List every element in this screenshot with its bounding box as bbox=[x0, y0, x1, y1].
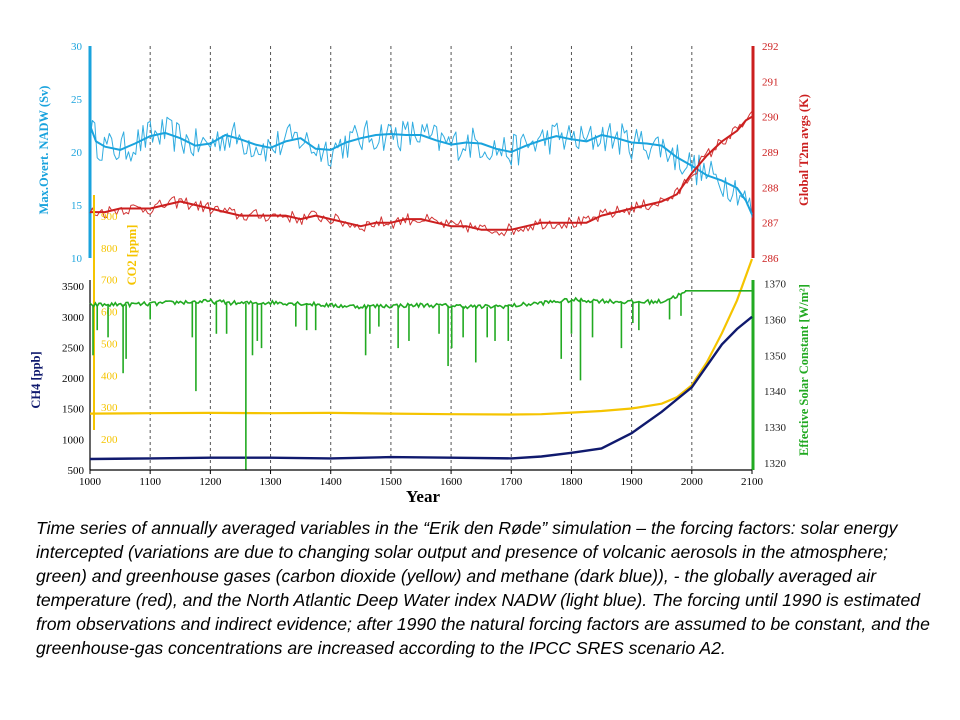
ch4-line bbox=[89, 315, 753, 461]
co2-tick-label: 200 bbox=[101, 434, 118, 446]
temperature-tick-label: 291 bbox=[762, 76, 779, 88]
nadw-tick-label: 10 bbox=[71, 253, 83, 265]
nadw-tick-label: 20 bbox=[71, 147, 83, 159]
ch4-series bbox=[89, 315, 753, 461]
x-axis-title: Year bbox=[406, 487, 440, 506]
solar-tick-label: 1340 bbox=[764, 386, 787, 398]
nadw-tick-label: 25 bbox=[71, 94, 83, 106]
x-tick-label: 1400 bbox=[320, 476, 343, 488]
x-tick-label: 1900 bbox=[621, 476, 644, 488]
temperature-axis-label: Global T2m avgs (K) bbox=[797, 94, 811, 206]
solar-tick-label: 1370 bbox=[764, 279, 787, 291]
x-tick-label: 1000 bbox=[79, 476, 102, 488]
temperature-tick-label: 292 bbox=[762, 41, 779, 53]
x-tick-label: 1500 bbox=[380, 476, 403, 488]
x-tick-label: 1300 bbox=[260, 476, 283, 488]
co2-axis-label: CO2 [ppm] bbox=[125, 225, 139, 286]
ch4-tick-label: 1500 bbox=[62, 404, 85, 416]
ch4-tick-label: 2500 bbox=[62, 342, 85, 354]
x-tick-label: 1200 bbox=[199, 476, 222, 488]
temperature-tick-label: 290 bbox=[762, 112, 779, 124]
co2-tick-label: 300 bbox=[101, 402, 118, 414]
ch4-axis: CH4 [ppb] 500 1000 1500 2000 2500 3000 3500 bbox=[29, 280, 91, 477]
nadw-axis-label: Max.Overt. NADW (Sv) bbox=[37, 86, 51, 215]
nadw-annual-line bbox=[89, 116, 753, 218]
temperature-tick-label: 289 bbox=[762, 147, 779, 159]
co2-tick-label: 600 bbox=[101, 307, 118, 319]
solar-series bbox=[89, 290, 752, 470]
nadw-tick-label: 30 bbox=[71, 41, 83, 53]
ch4-tick-label: 1000 bbox=[62, 434, 85, 446]
x-tick-label: 2100 bbox=[741, 476, 764, 488]
co2-tick-label: 500 bbox=[101, 338, 118, 350]
x-tick-label: 1700 bbox=[500, 476, 523, 488]
co2-tick-label: 900 bbox=[101, 211, 118, 223]
top-panel: Max.Overt. NADW (Sv) 10 15 20 25 30 Global T… bbox=[37, 41, 811, 265]
co2-axis: CO2 [ppm] 200 300 400 500 600 700 800 900 bbox=[93, 195, 139, 446]
ch4-tick-label: 500 bbox=[68, 465, 85, 477]
x-tick-label: 1800 bbox=[560, 476, 583, 488]
solar-tick-label: 1360 bbox=[764, 314, 787, 326]
solar-axis-label: Effective Solar Constant [W/m²] bbox=[797, 284, 811, 456]
co2-line bbox=[89, 258, 754, 416]
temperature-series bbox=[89, 110, 753, 237]
grid-lines bbox=[149, 46, 693, 470]
co2-tick-label: 400 bbox=[101, 370, 118, 382]
climate-forcing-chart: Max.Overt. NADW (Sv) 10 15 20 25 30 Global T… bbox=[29, 41, 811, 506]
nadw-smoothed-line bbox=[89, 125, 753, 215]
co2-tick-label: 800 bbox=[101, 243, 118, 255]
solar-tick-label: 1350 bbox=[764, 350, 787, 362]
solar-axis: Effective Solar Constant [W/m²] 1320 1330… bbox=[751, 279, 811, 470]
solar-line bbox=[89, 290, 752, 311]
x-tick-label: 2000 bbox=[681, 476, 704, 488]
co2-series bbox=[89, 258, 754, 416]
x-axis: Year 1000 1100 1200 1300 1400 1500 1600 1700 180… bbox=[79, 469, 764, 506]
co2-tick-label: 700 bbox=[101, 275, 118, 287]
ch4-tick-label: 3500 bbox=[62, 281, 85, 293]
temperature-tick-label: 287 bbox=[762, 218, 779, 230]
ch4-axis-label: CH4 [ppb] bbox=[29, 351, 43, 408]
solar-tick-label: 1330 bbox=[764, 422, 787, 434]
temperature-axis: Global T2m avgs (K) 286 287 288 289 290 291 29… bbox=[751, 41, 811, 265]
temperature-tick-label: 286 bbox=[762, 253, 779, 265]
figure-caption: Time series of annually averaged variabl… bbox=[36, 518, 930, 658]
temperature-tick-label: 288 bbox=[762, 182, 779, 194]
solar-tick-label: 1320 bbox=[764, 458, 787, 470]
ch4-tick-label: 3000 bbox=[62, 312, 85, 324]
nadw-tick-label: 15 bbox=[71, 200, 83, 212]
x-tick-label: 1100 bbox=[139, 476, 161, 488]
ch4-tick-label: 2000 bbox=[62, 373, 85, 385]
nadw-series bbox=[89, 116, 753, 218]
nadw-axis: Max.Overt. NADW (Sv) 10 15 20 25 30 bbox=[37, 41, 92, 265]
temperature-smoothed-line bbox=[90, 115, 753, 231]
x-tick-label: 1600 bbox=[440, 476, 463, 488]
